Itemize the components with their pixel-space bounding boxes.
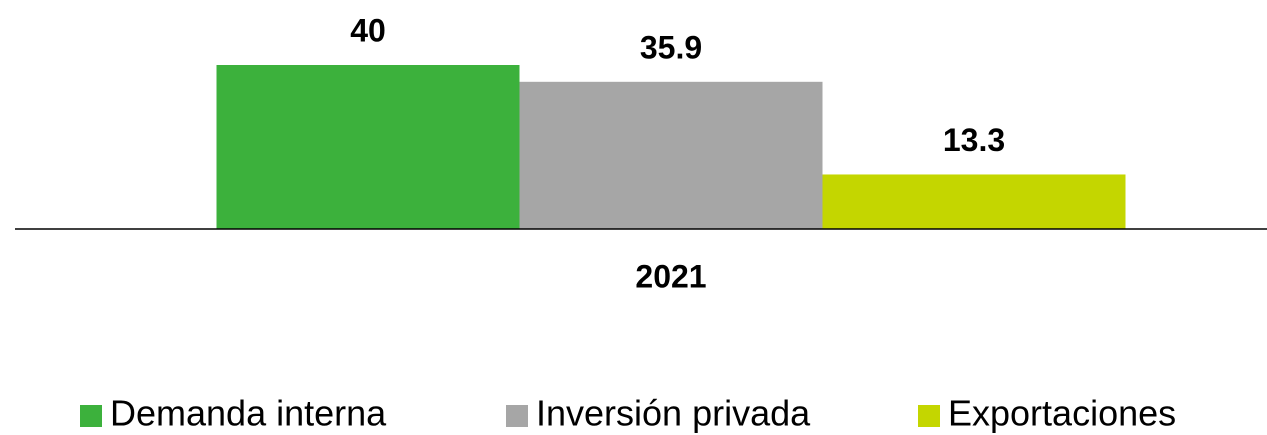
legend-label: Demanda interna — [110, 393, 387, 434]
bar — [822, 174, 1126, 229]
data-label: 35.9 — [640, 29, 702, 65]
x-tick-label: 2021 — [635, 258, 706, 294]
legend-swatch — [918, 405, 940, 427]
legend-swatch — [80, 405, 102, 427]
data-label: 13.3 — [943, 122, 1005, 158]
legend-label: Inversión privada — [536, 393, 811, 434]
bar — [216, 65, 520, 229]
bar — [519, 81, 823, 229]
legend-label: Exportaciones — [948, 393, 1176, 434]
legend-swatch — [506, 405, 528, 427]
data-label: 40 — [350, 12, 386, 48]
